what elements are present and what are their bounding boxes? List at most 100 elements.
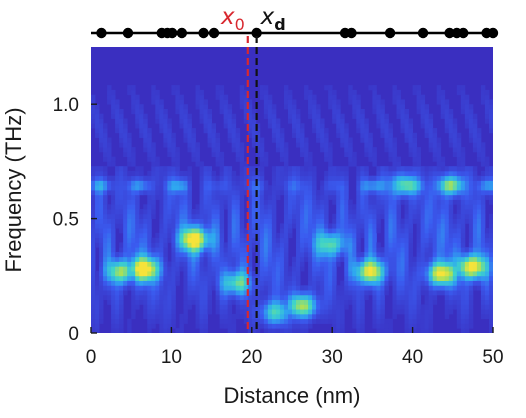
heatmap-cell [143,118,148,124]
heatmap-cell [292,290,297,296]
heatmap-cell [404,123,409,129]
heatmap-cell [131,271,136,277]
heatmap-cell [267,94,273,100]
heatmap-cell [312,228,317,234]
defect-position-strip [91,27,499,39]
heatmap-cell [408,275,413,281]
heatmap-cell [231,194,237,200]
heatmap-cell [468,299,474,305]
heatmap-cell [127,271,132,277]
heatmap-cell [468,313,474,320]
heatmap-cell [464,190,470,196]
heatmap-cell [207,271,212,277]
heatmap-cell [476,275,482,281]
heatmap-cell [484,251,490,258]
heatmap-cell [239,247,245,253]
heatmap-cell [440,290,446,296]
heatmap-cell [420,290,426,296]
heatmap-cell [352,318,357,324]
heatmap-cell [251,299,257,305]
heatmap-cell [255,170,261,177]
heatmap-cell [231,128,237,134]
heatmap-cell [259,166,265,172]
heatmap-cell [247,275,253,281]
heatmap-cell [147,290,152,296]
heatmap-cell [436,137,442,143]
heatmap-cell [123,209,128,215]
heatmap-cell [155,89,160,96]
heatmap-cell [404,299,409,305]
heatmap-cell [400,304,405,310]
heatmap-cell [376,108,381,115]
heatmap-cell [183,237,188,243]
heatmap-cell [296,228,301,234]
heatmap-cell [388,209,393,215]
heatmap-cell [215,228,221,234]
heatmap-cell [223,123,229,129]
heatmap-cell [488,228,493,234]
heatmap-cell [472,223,478,229]
heatmap-cell [416,266,422,272]
heatmap-cell [155,185,160,191]
heatmap-cell [404,256,409,262]
heatmap-cell [308,280,313,286]
heatmap-cell [203,309,208,315]
heatmap-cell [131,156,136,162]
heatmap-cell [448,266,454,272]
heatmap-cell [380,323,385,329]
heatmap-cell [199,209,204,215]
heatmap-cell [392,94,397,100]
heatmap-cell [107,251,112,258]
heatmap-cell [107,204,112,210]
heatmap-cell [107,99,112,105]
heatmap-cell [143,251,148,258]
heatmap-cell [139,113,144,119]
heatmap-cell [279,128,285,134]
heatmap-cell [460,209,466,215]
heatmap-cell [119,213,124,219]
heatmap-cell [476,232,482,239]
heatmap-cell [296,204,301,210]
heatmap-cell [255,194,261,200]
heatmap-cell [95,242,100,248]
heatmap-cell [312,209,317,215]
heatmap-cell [283,304,289,310]
heatmap-cell [223,185,229,191]
heatmap-cell [279,190,285,196]
heatmap-cell [348,290,353,296]
heatmap-cell [424,290,430,296]
heatmap-cell [175,185,180,191]
heatmap-cell [380,251,385,258]
heatmap-cell [324,180,329,186]
heatmap-cell [151,304,156,310]
heatmap-cell [91,194,96,200]
heatmap-cell [91,328,96,333]
heatmap-cell [223,261,229,267]
heatmap-cell [440,185,446,191]
heatmap-cell [412,256,418,262]
heatmap-cell [279,166,285,172]
heatmap-cell [275,309,281,315]
heatmap-cell [119,251,124,258]
heatmap-cell [287,108,293,115]
heatmap-cell [396,290,401,296]
heatmap-cell [135,113,140,119]
heatmap-cell [296,118,301,124]
heatmap-cell [356,228,361,234]
heatmap-cell [175,151,180,158]
heatmap-cell [476,228,482,234]
heatmap-cell [267,318,273,324]
heatmap-cell [251,213,257,219]
heatmap-cell [103,285,108,291]
heatmap-cell [308,166,313,172]
heatmap-cell [304,166,309,172]
heatmap-cell [308,309,313,315]
heatmap-cell [296,280,301,286]
heatmap-cell [472,199,478,205]
heatmap-cell [227,166,233,172]
heatmap-cell [376,318,381,324]
heatmap-cell [91,271,96,277]
heatmap-cell [279,237,285,243]
heatmap-cell [376,256,381,262]
heatmap-cell [123,137,128,143]
